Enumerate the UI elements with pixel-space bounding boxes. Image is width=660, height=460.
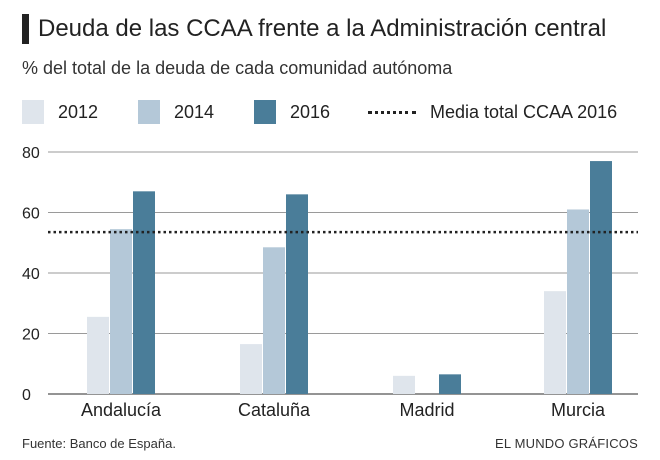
credit-note: EL MUNDO GRÁFICOS — [494, 436, 638, 451]
legend: 2012 2014 2016 Media total CCAA 2016 — [22, 98, 642, 126]
source-note: Fuente: Banco de España. — [22, 436, 176, 451]
y-tick-label-0: 0 — [22, 387, 31, 404]
legend-item-2012: 2012 — [22, 98, 98, 126]
legend-label-2016: 2016 — [290, 101, 331, 122]
bar-madrid-2016 — [439, 374, 461, 394]
y-tick-label-60: 60 — [22, 206, 40, 223]
x-tick-label-2: Madrid — [399, 400, 454, 420]
legend-item-2014: 2014 — [138, 98, 214, 126]
bar-murcia-2016 — [590, 161, 612, 394]
legend-reference-dots — [368, 110, 416, 114]
bar-cataluña-2014 — [263, 247, 285, 394]
legend-label-reference: Media total CCAA 2016 — [430, 101, 618, 122]
bar-madrid-2012 — [393, 375, 415, 394]
legend-label-2012: 2012 — [58, 101, 99, 122]
legend-label-2014: 2014 — [174, 101, 215, 122]
bar-andalucía-2012 — [87, 316, 109, 394]
y-tick-label-20: 20 — [22, 327, 40, 344]
bar-murcia-2014 — [567, 209, 589, 394]
bar-andalucía-2016 — [133, 191, 155, 394]
legend-swatch-2016 — [254, 100, 276, 124]
title-accent-bar — [22, 14, 29, 44]
legend-swatch-2012 — [22, 100, 44, 124]
x-tick-label-0: Andalucía — [81, 400, 162, 420]
x-tick-label-1: Cataluña — [238, 400, 311, 420]
bar-cataluña-2016 — [286, 194, 308, 394]
legend-item-2016: 2016 — [254, 98, 330, 126]
x-tick-label-3: Murcia — [551, 400, 606, 420]
y-tick-label-40: 40 — [22, 266, 40, 283]
bar-murcia-2012 — [544, 291, 566, 394]
bar-andalucía-2014 — [110, 229, 132, 394]
bar-cataluña-2012 — [240, 344, 262, 394]
bar-chart: 0 20 40 60 80 Andalucía Cataluña Madrid Murcia — [22, 145, 638, 420]
chart-subtitle: % del total de la deuda de cada comunida… — [22, 58, 453, 78]
legend-item-reference: Media total CCAA 2016 — [368, 98, 617, 126]
chart-title: Deuda de las CCAA frente a la Administra… — [38, 15, 607, 42]
y-tick-label-80: 80 — [22, 145, 40, 162]
legend-swatch-2014 — [138, 100, 160, 124]
